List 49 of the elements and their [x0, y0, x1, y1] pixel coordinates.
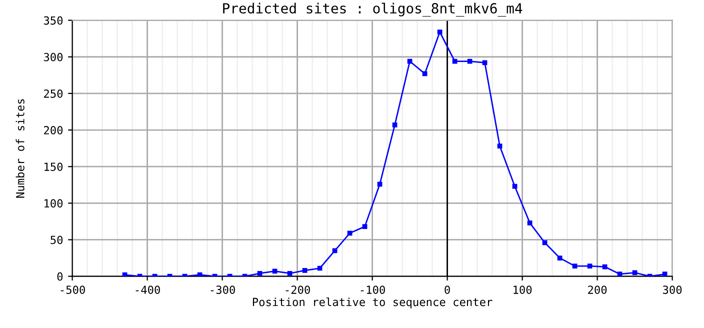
point [527, 220, 532, 226]
point [557, 256, 562, 260]
point [317, 266, 322, 271]
y-tick-label: 50 [50, 236, 63, 244]
x-tick-label: -300 [210, 286, 235, 294]
point [257, 270, 262, 276]
chart-title: Predicted sites : oligos_8nt_mkv6_m4 [223, 2, 522, 17]
x-tick-label: -200 [286, 286, 310, 294]
point [437, 30, 442, 34]
x-tick-label: -500 [60, 286, 85, 294]
point [347, 230, 352, 236]
x-tick-label: -400 [136, 286, 160, 294]
point [467, 58, 472, 64]
x-tick-label: 200 [588, 286, 607, 294]
y-tick-label: 250 [44, 89, 63, 98]
y-tick-label: 200 [44, 126, 63, 134]
x-tick-label: 100 [514, 286, 532, 294]
point [392, 122, 398, 128]
point [407, 58, 412, 64]
point [272, 268, 278, 274]
point [287, 270, 292, 276]
point [362, 224, 368, 229]
point [482, 60, 488, 66]
x-axis-title: Position relative to sequence center [252, 298, 492, 308]
y-tick-label: 0 [57, 272, 63, 281]
point [587, 264, 592, 268]
point [662, 272, 668, 276]
point [422, 71, 428, 76]
y-tick-label: 300 [44, 52, 63, 62]
point [497, 144, 502, 149]
point [632, 270, 638, 276]
point [602, 264, 608, 270]
point [302, 268, 308, 273]
y-axis-title: Number of sites [16, 99, 24, 198]
point [572, 264, 578, 268]
point [542, 240, 548, 246]
x-tick-label: -100 [360, 286, 385, 294]
point [332, 248, 338, 254]
point [377, 182, 382, 187]
point [197, 272, 202, 276]
y-tick-label: 100 [44, 199, 63, 208]
point [512, 184, 518, 189]
point [122, 272, 128, 276]
point [617, 272, 622, 276]
y-tick-label: 350 [44, 16, 63, 25]
x-tick-label: 0 [444, 286, 450, 294]
y-tick-label: 150 [44, 162, 63, 171]
x-tick-label: 300 [663, 286, 682, 294]
point [452, 58, 458, 64]
